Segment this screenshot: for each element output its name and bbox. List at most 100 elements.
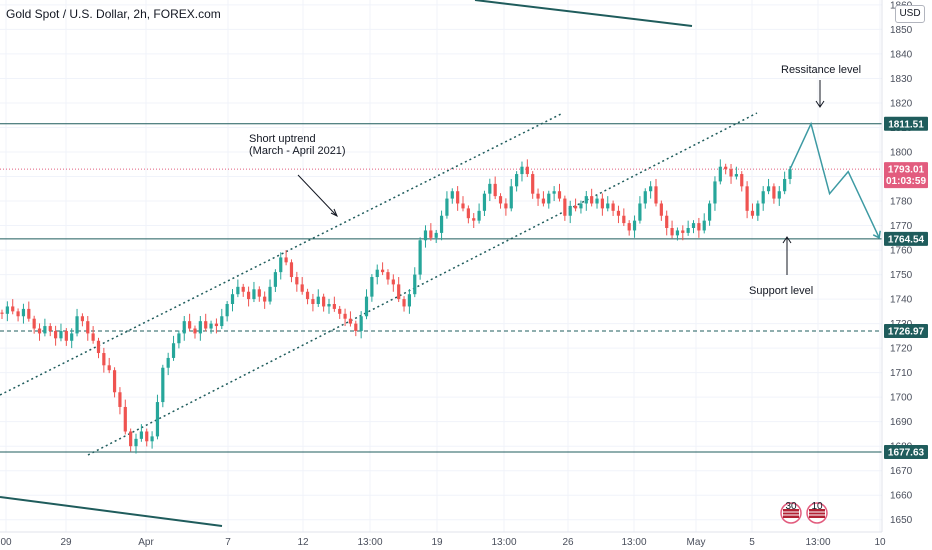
candle-body (729, 169, 733, 177)
candle-body (177, 333, 181, 344)
candle-body (5, 306, 9, 314)
price-tick-label: 1720 (890, 344, 913, 355)
candle-body (697, 223, 701, 231)
candle-body (359, 316, 363, 331)
candle-body (541, 198, 546, 204)
candle-body (616, 210, 621, 216)
candle-body (547, 193, 551, 204)
time-tick-label: 13:00 (621, 537, 646, 548)
candle-body (407, 294, 412, 307)
forecast-path (789, 121, 881, 239)
current-price-badge (884, 162, 928, 189)
price-tick-label: 1760 (890, 246, 913, 257)
candle-body (670, 228, 674, 236)
channel-lower-line (87, 112, 758, 456)
candle-body (498, 196, 503, 204)
price-tick-label: 1650 (890, 515, 913, 526)
candle-body (86, 321, 90, 334)
candle-body (627, 223, 631, 231)
time-tick-label: 5 (749, 537, 755, 548)
candle-body (756, 203, 760, 216)
candle-body (27, 308, 31, 319)
candle-body (713, 181, 717, 204)
candle-body (48, 326, 52, 331)
economic-events[interactable]: 30 10 (780, 501, 828, 524)
uptrend-pointer-line (297, 174, 337, 216)
time-tick-label: 13:00 (805, 537, 830, 548)
candle-body (225, 304, 229, 317)
candle-body (32, 318, 36, 329)
price-badges: 1811.51 1764.54 1726.97 1677.63 1793.0101:03… (884, 116, 928, 460)
candle-body (445, 198, 449, 216)
candle-body (300, 284, 304, 292)
price-tick-label: 1690 (890, 417, 913, 428)
time-tick-label: 7 (225, 537, 231, 548)
currency-selector[interactable]: USD (895, 5, 925, 23)
candle-body (611, 203, 615, 211)
time-tick-label: 19 (431, 537, 443, 548)
candle-body (70, 333, 74, 341)
candle-body (343, 313, 347, 319)
candle-body (777, 191, 781, 199)
price-level-badge (884, 231, 928, 246)
price-level-badge-label: 1811.51 (888, 119, 924, 130)
candle-body (129, 431, 133, 447)
candle-body (493, 183, 497, 197)
time-tick-label: 13:00 (491, 537, 516, 548)
candle-body (295, 277, 299, 285)
candle-body (370, 277, 374, 297)
candle-body (305, 291, 310, 300)
candle-body (434, 232, 438, 238)
support-arrow-head (782, 236, 792, 244)
price-level-badge-label: 1764.54 (888, 234, 925, 245)
uptrend-label: Short uptrend (249, 133, 316, 145)
candle-body (134, 438, 138, 447)
candle-body (241, 286, 245, 292)
econ-count-30: 30 (785, 501, 797, 512)
candles (0, 159, 792, 454)
candle-body (284, 257, 288, 263)
countdown-label: 01:03:59 (886, 176, 926, 187)
econ-event-icon-10[interactable]: 10 (806, 501, 828, 524)
candle-body (584, 196, 588, 204)
time-tick-label: 12 (297, 537, 309, 548)
candle-body (209, 323, 213, 329)
time-axis[interactable] (0, 531, 932, 550)
candle-body (418, 240, 422, 275)
candle-body (456, 191, 460, 204)
candle-body (536, 193, 540, 199)
candle-body (557, 191, 562, 199)
time-tick-label: 10 (874, 537, 886, 548)
candle-body (632, 220, 637, 231)
candle-body (145, 431, 149, 442)
econ-event-icon-30[interactable]: 30 (780, 501, 802, 524)
candle-body (568, 205, 572, 216)
candle-body (161, 367, 165, 403)
resistance-label: Ressitance level (781, 64, 861, 76)
price-tick-label: 1660 (890, 491, 913, 502)
price-tick-label: 1850 (890, 25, 913, 36)
forecast-arrow-head (872, 230, 881, 239)
candle-body (268, 286, 272, 302)
candle-body (783, 178, 787, 192)
candle-body (702, 220, 706, 231)
candle-body (606, 203, 610, 209)
candle-body (16, 311, 20, 317)
time-tick-label: 29 (60, 537, 72, 548)
candle-body (150, 436, 154, 442)
candle-body (354, 323, 358, 331)
candle-body (80, 316, 85, 322)
candle-body (198, 321, 202, 334)
candle-body (338, 308, 342, 314)
trend-lines (0, 0, 825, 527)
candle-body (734, 174, 738, 177)
candle-body (745, 186, 749, 211)
candle-body (766, 186, 771, 192)
price-tick-label: 1750 (890, 270, 913, 281)
resistance-arrow-head (815, 100, 825, 108)
candle-body (573, 205, 578, 209)
candle-body (386, 272, 390, 280)
candle-body (472, 218, 476, 221)
